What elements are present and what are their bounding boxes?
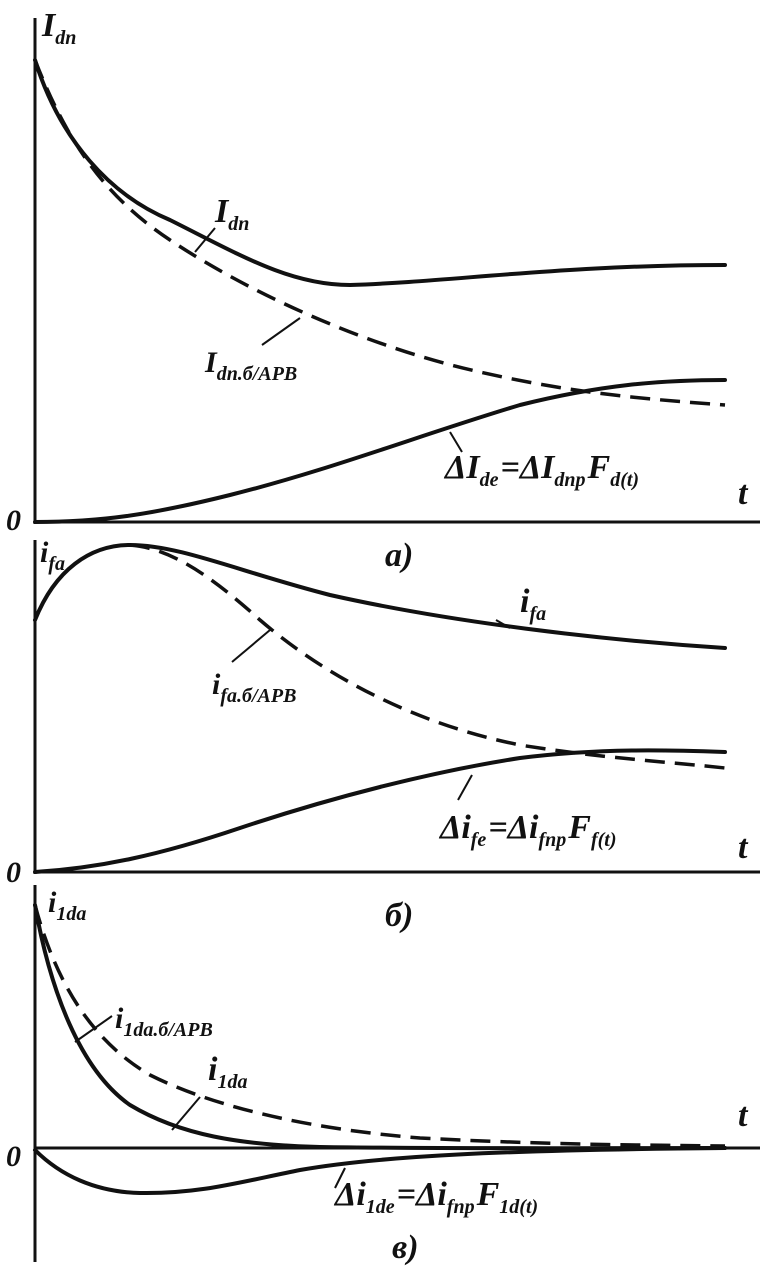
curve	[33, 59, 726, 407]
curve-label: i1da	[208, 1051, 247, 1093]
axis-label: t	[738, 829, 749, 866]
subscript: fe	[471, 829, 487, 851]
leader	[231, 629, 271, 663]
label-text: =Δi	[397, 1176, 448, 1213]
label-text: i	[115, 1002, 124, 1035]
label-text: ΔI	[443, 449, 481, 486]
label-text: Δi	[333, 1176, 366, 1213]
label-text: I	[41, 7, 57, 44]
curve-label: ifa	[520, 583, 546, 625]
subscript: dnp	[554, 469, 585, 491]
subscript: fnp	[538, 829, 566, 851]
leader	[495, 619, 511, 629]
leader	[261, 317, 301, 346]
leader	[171, 1096, 201, 1131]
curve-label: Idn.б/АРВ	[204, 346, 297, 385]
subscript: de	[480, 469, 499, 491]
label-text: i	[40, 536, 49, 569]
label-text: F	[476, 1176, 500, 1213]
label-text: =ΔI	[500, 449, 556, 486]
origin-label: 0	[6, 504, 21, 537]
label-text: i	[208, 1051, 218, 1088]
subscript: f(t)	[591, 829, 617, 851]
subscript: 1da	[56, 903, 86, 925]
axis-label: i1da	[48, 886, 86, 925]
label-text: =Δi	[488, 809, 539, 846]
label-text: i	[520, 583, 530, 620]
axis-label: t	[738, 475, 749, 512]
curve-label: ifa.б/АРВ	[212, 668, 296, 707]
subscript: 1da.б/АРВ	[123, 1019, 212, 1041]
subscript: fa.б/АРВ	[220, 685, 296, 707]
curve-label: i1da.б/АРВ	[115, 1002, 213, 1041]
label-text: i	[48, 886, 57, 919]
leader	[194, 227, 216, 253]
axis-label: ifa	[40, 536, 65, 575]
formula: Δife=ΔifnpFf(t)	[438, 809, 616, 851]
label-text: i	[212, 668, 221, 701]
subscript: 1d(t)	[499, 1196, 538, 1218]
axis-label: t	[738, 1097, 749, 1134]
subscript: d(t)	[610, 469, 639, 491]
curve	[129, 543, 726, 770]
curve	[33, 378, 727, 524]
subscript: fa	[48, 553, 65, 575]
subscript: fnp	[447, 1196, 475, 1218]
curve	[33, 58, 727, 288]
curve	[33, 1146, 727, 1196]
curve	[33, 904, 726, 1148]
leader	[334, 1167, 346, 1189]
subscript: dn	[228, 213, 249, 235]
caption: б)	[385, 897, 413, 934]
label-text: I	[214, 193, 230, 230]
label-text: Δi	[438, 809, 471, 846]
origin-label: 0	[6, 1140, 21, 1173]
subscript: 1da	[217, 1071, 247, 1093]
leader	[457, 774, 473, 801]
origin-label: 0	[6, 856, 21, 889]
leader	[74, 1015, 113, 1043]
subscript: dn.б/АРВ	[217, 363, 298, 385]
subscript: 1de	[366, 1196, 395, 1218]
curve	[33, 903, 727, 1151]
leader	[449, 431, 463, 453]
label-text: I	[204, 346, 218, 379]
caption: в)	[392, 1229, 419, 1266]
curve	[33, 542, 727, 650]
subscript: dn	[55, 27, 76, 49]
curve-label: Idn	[214, 193, 249, 235]
axis-label: Idn	[41, 7, 76, 49]
label-text: F	[587, 449, 611, 486]
curve	[33, 748, 727, 874]
formula: ΔIde=ΔIdnpFd(t)	[443, 449, 639, 491]
caption: а)	[385, 537, 413, 574]
label-text: F	[567, 809, 591, 846]
subscript: fa	[529, 603, 546, 625]
formula: Δi1de=ΔifnpF1d(t)	[333, 1176, 538, 1218]
